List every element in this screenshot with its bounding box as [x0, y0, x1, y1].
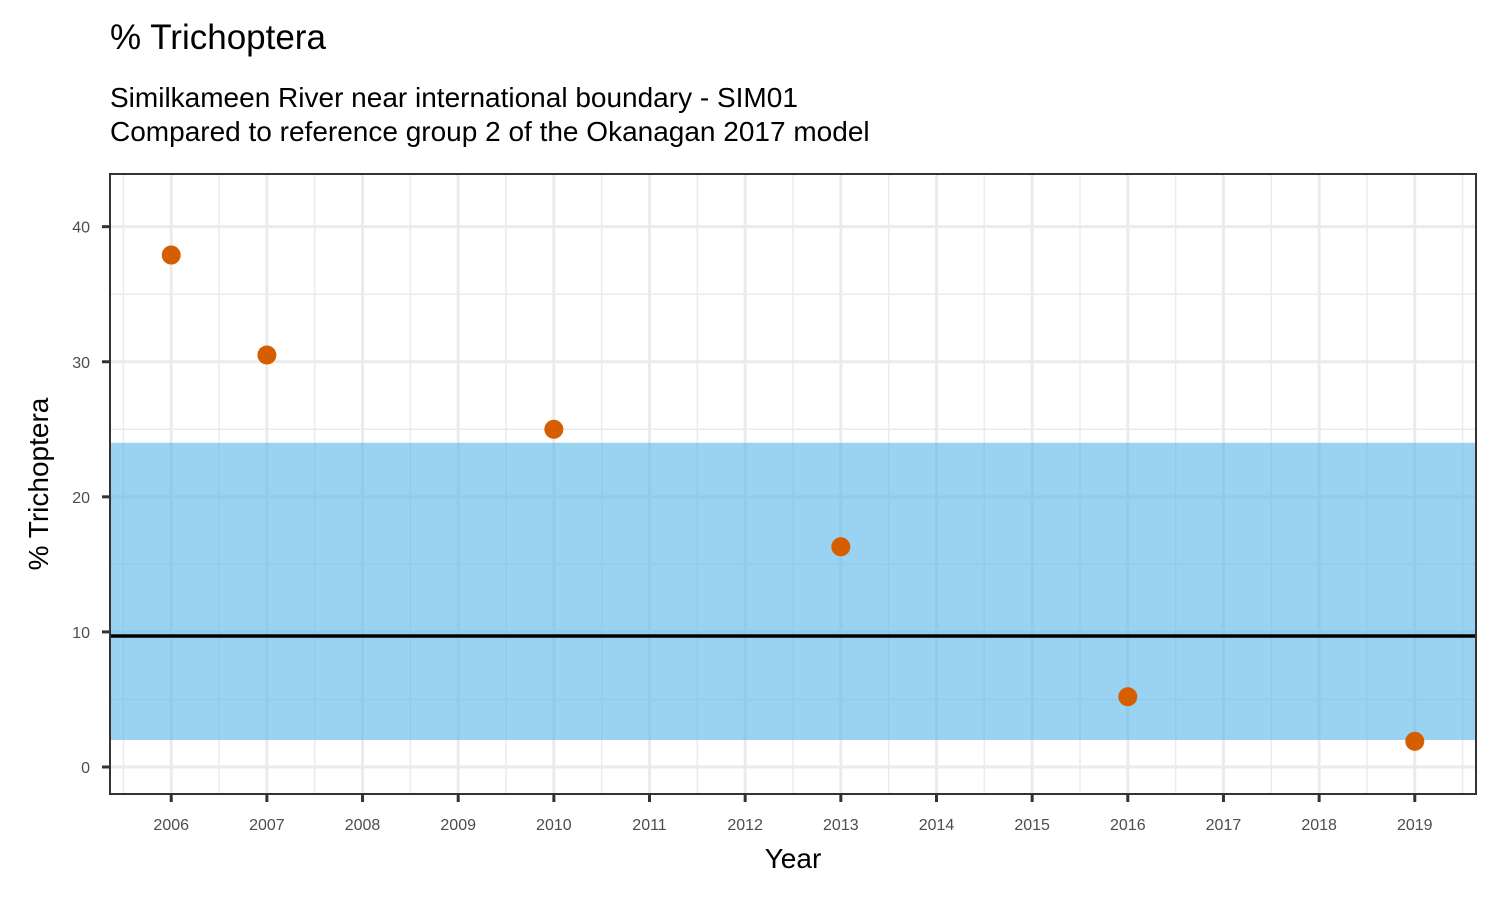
x-tick-label: 2006	[153, 817, 189, 834]
y-tick-label: 40	[72, 220, 90, 237]
reference-range-band	[110, 442, 1476, 740]
x-tick-label: 2012	[727, 817, 763, 834]
x-axis-title: Year	[765, 843, 822, 874]
data-point-2013	[831, 537, 851, 557]
x-tick-label: 2018	[1301, 817, 1337, 834]
chart-subtitle-site: Similkameen River near international bou…	[110, 82, 798, 113]
x-tick-label: 2019	[1397, 817, 1433, 834]
x-tick-label: 2009	[440, 817, 476, 834]
data-points	[161, 245, 1425, 751]
y-axis-title: % Trichoptera	[23, 397, 54, 570]
data-point-2019	[1405, 731, 1425, 751]
x-tick-label: 2014	[919, 817, 955, 834]
x-tick-label: 2016	[1110, 817, 1146, 834]
y-tick-label: 20	[72, 490, 90, 507]
y-axis: 0 10 20 30 40	[72, 220, 110, 777]
chart-title: % Trichoptera	[110, 18, 326, 57]
panel-border	[109, 173, 1477, 795]
chart-subtitle-model: Compared to reference group 2 of the Oka…	[110, 116, 870, 147]
y-tick-label: 0	[81, 760, 90, 777]
x-axis: 2006 2007 2008 2009 2010 2011 2012 2013 2014 2015…	[153, 794, 1433, 834]
x-tick-label: 2013	[823, 817, 859, 834]
y-tick-label: 10	[72, 625, 90, 642]
x-tick-label: 2007	[249, 817, 285, 834]
y-tick-label: 30	[72, 355, 90, 372]
data-point-2016	[1118, 687, 1138, 707]
data-point-2007	[257, 345, 277, 365]
x-tick-label: 2011	[632, 817, 667, 834]
x-tick-label: 2008	[345, 817, 381, 834]
x-tick-label: 2017	[1206, 817, 1242, 834]
x-tick-label: 2015	[1014, 817, 1050, 834]
data-point-2006	[161, 245, 181, 265]
data-point-2010	[544, 419, 564, 439]
x-tick-label: 2010	[536, 817, 572, 834]
